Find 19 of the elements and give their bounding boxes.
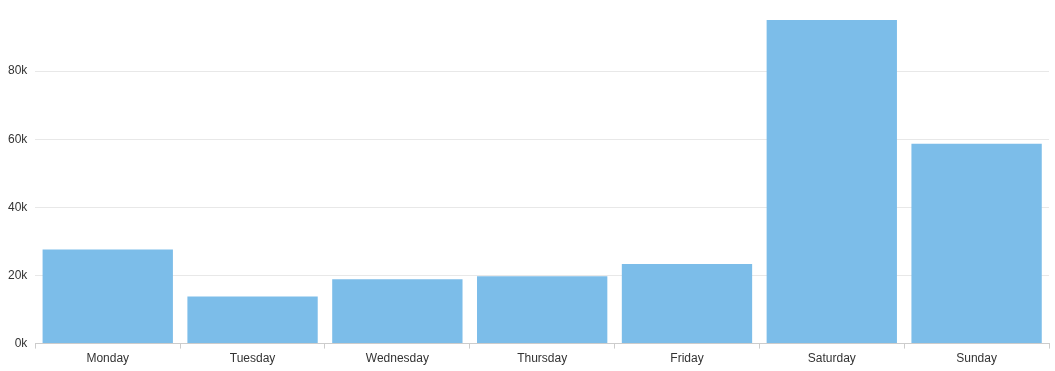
bar bbox=[42, 249, 173, 344]
bar bbox=[187, 296, 318, 344]
bar bbox=[766, 20, 897, 344]
x-tick-label: Thursday bbox=[517, 351, 568, 366]
x-tick-label: Monday bbox=[86, 351, 130, 366]
x-tick-label: Friday bbox=[670, 351, 704, 366]
y-tick-label: 20k bbox=[7, 267, 29, 282]
x-tick-label: Saturday bbox=[807, 351, 856, 366]
bar bbox=[911, 143, 1042, 344]
bar bbox=[477, 276, 608, 344]
y-tick-label: 60k bbox=[7, 131, 29, 146]
x-tick-label: Tuesday bbox=[229, 351, 276, 366]
y-tick-label: 0k bbox=[14, 335, 29, 350]
bar bbox=[621, 263, 753, 344]
y-tick-label: 80k bbox=[7, 63, 29, 78]
x-tick-label: Wednesday bbox=[365, 351, 429, 366]
bar bbox=[332, 279, 463, 344]
y-tick-label: 40k bbox=[7, 199, 29, 214]
x-tick-label: Sunday bbox=[956, 351, 997, 366]
